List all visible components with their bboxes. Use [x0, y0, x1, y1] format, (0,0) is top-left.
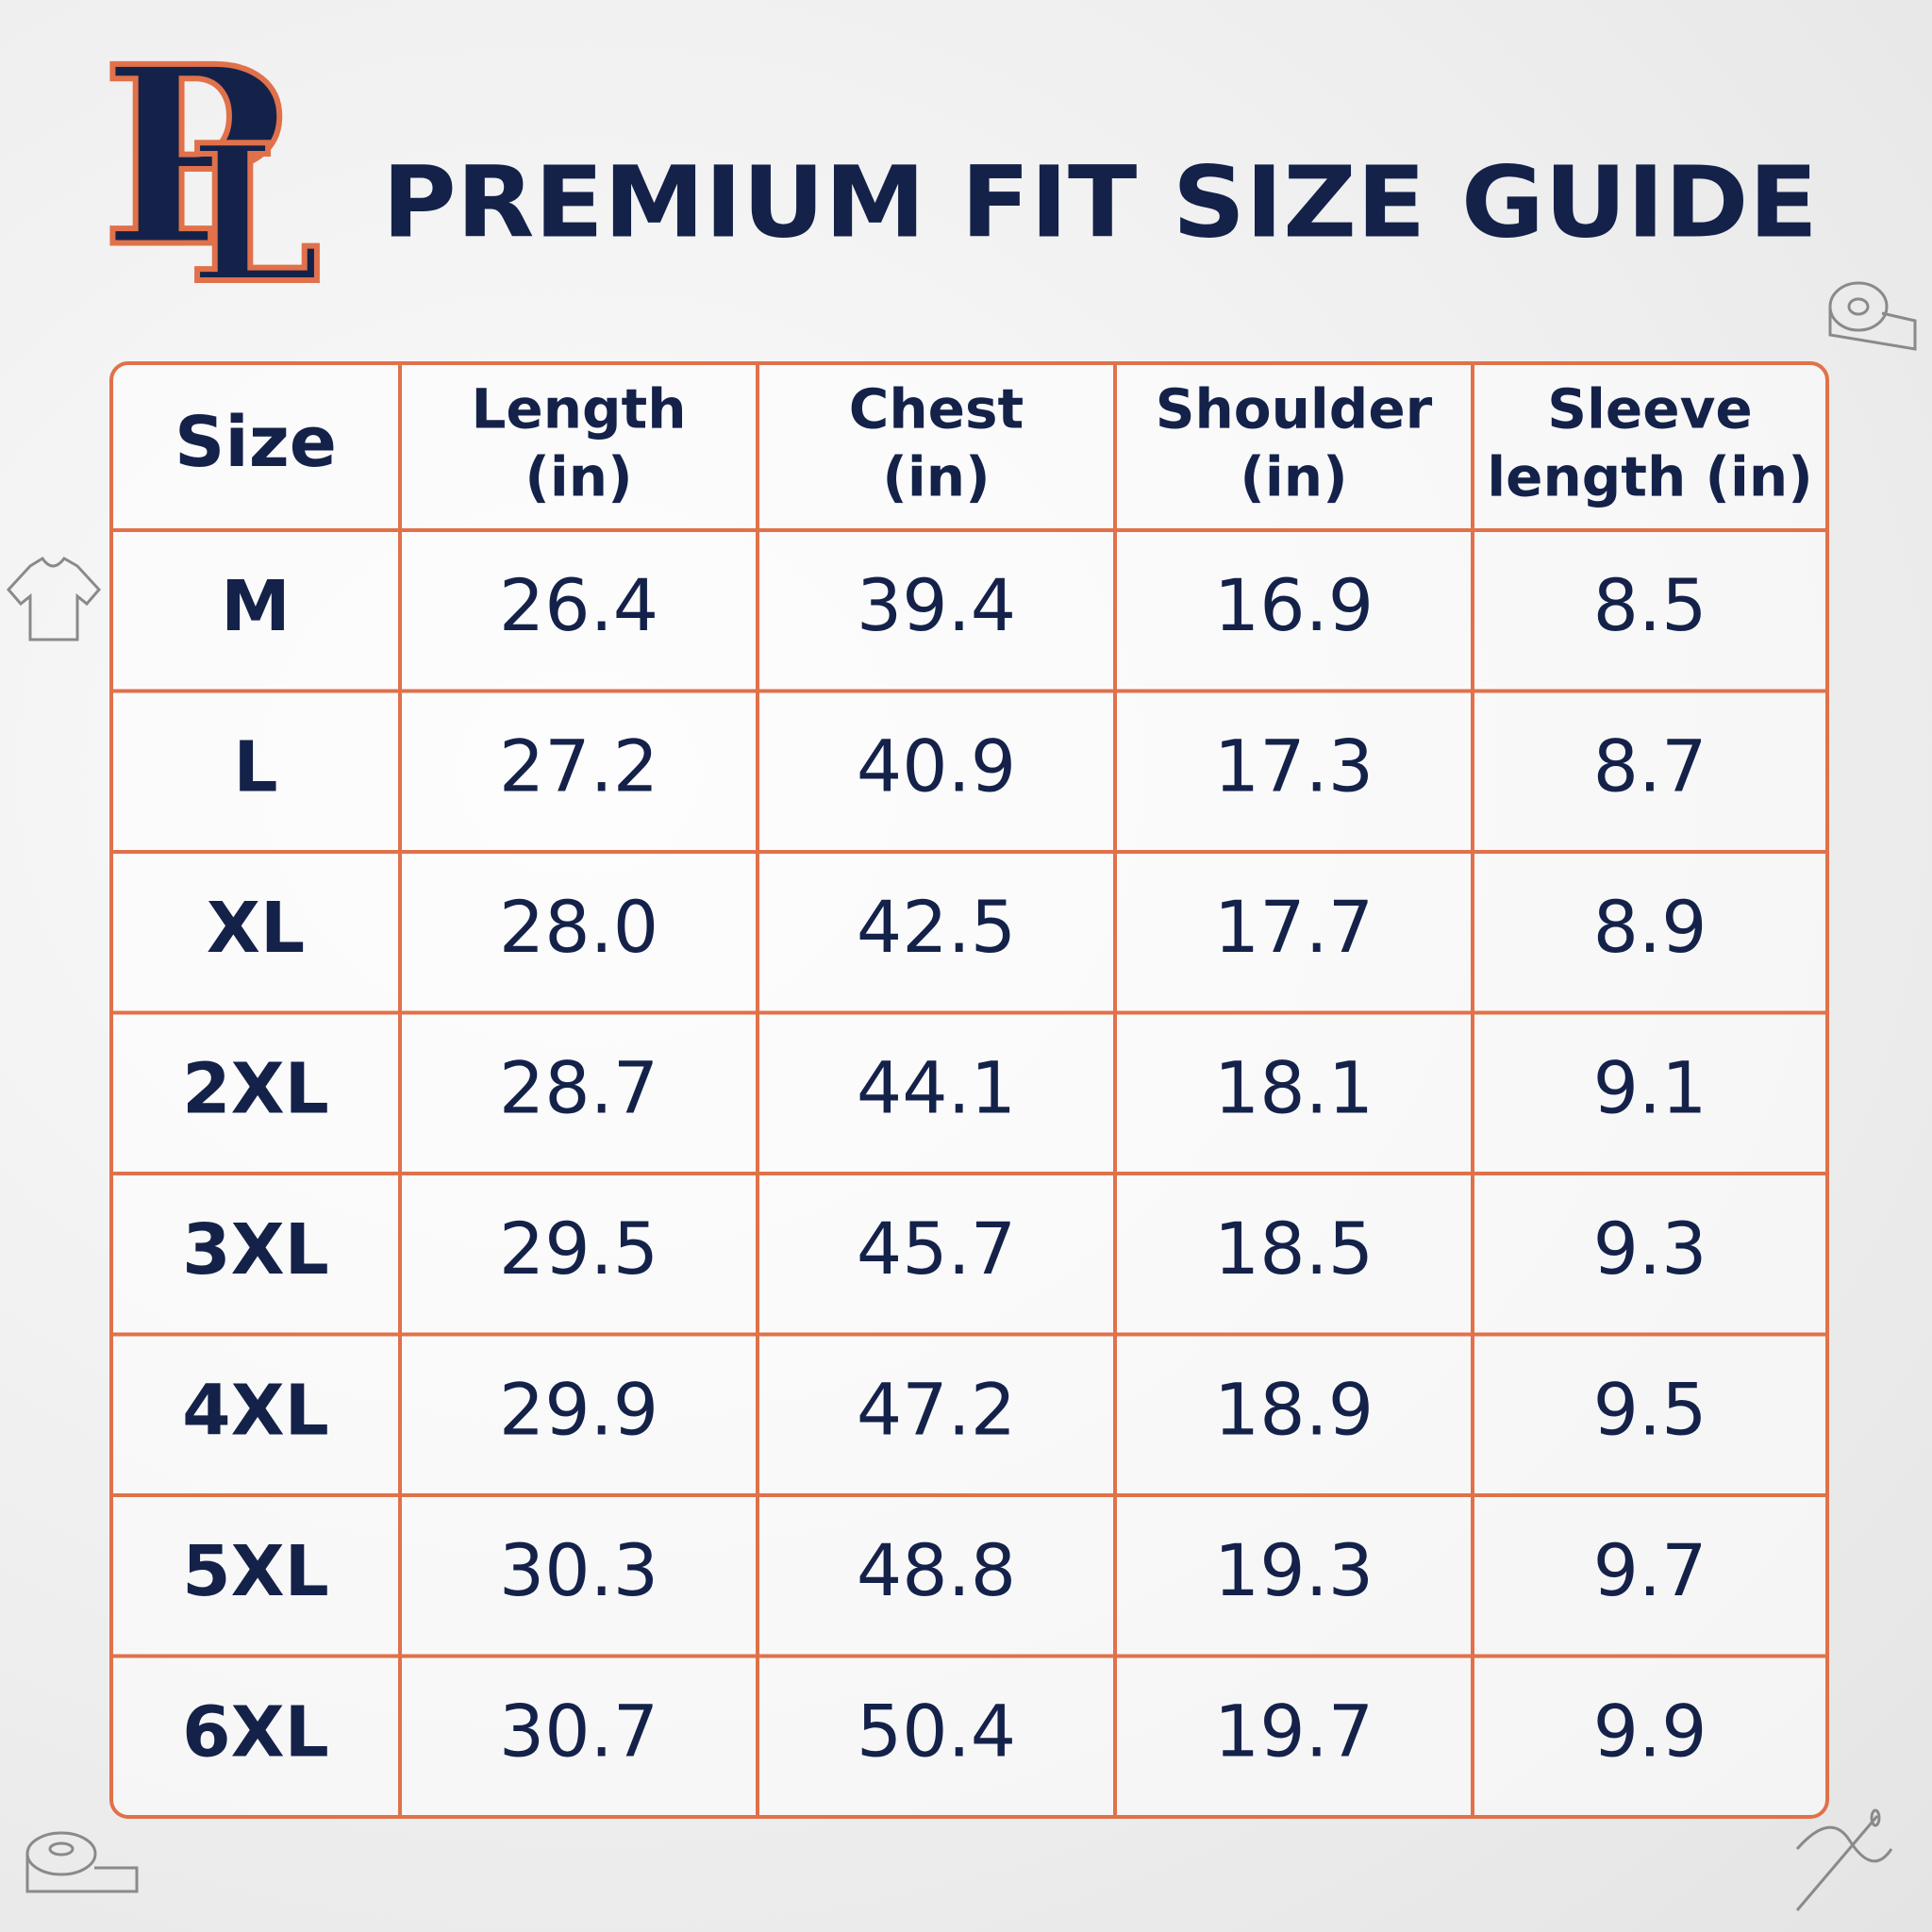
measurement: 44.1: [857, 1046, 1016, 1130]
measurement: 9.3: [1593, 1207, 1707, 1291]
title: PREMIUM FIT SIZE GUIDE: [382, 144, 1818, 259]
measurement: 30.7: [499, 1690, 658, 1774]
column-header: (in): [525, 445, 632, 509]
tshirt-icon: [6, 556, 102, 641]
measurement: 18.9: [1214, 1368, 1374, 1452]
logo-letter: P: [101, 13, 286, 301]
column-header: (in): [1240, 445, 1347, 509]
measurement: 39.4: [857, 563, 1016, 647]
measurement: 29.5: [499, 1207, 658, 1291]
measurement: 18.1: [1214, 1046, 1374, 1130]
measurement: 17.3: [1214, 724, 1374, 808]
measurement: 29.9: [499, 1368, 658, 1452]
size-label: 3XL: [182, 1209, 329, 1291]
size-label: 5XL: [182, 1531, 329, 1612]
logo-letter: L: [189, 104, 322, 325]
size-label: XL: [207, 888, 305, 969]
measurement: 30.3: [499, 1528, 658, 1612]
measurement: 8.5: [1593, 563, 1707, 647]
measurement: 50.4: [857, 1690, 1016, 1774]
measurement: 19.7: [1214, 1690, 1374, 1774]
measurement: 16.9: [1214, 563, 1374, 647]
measurement: 9.9: [1593, 1690, 1707, 1774]
size-label: 4XL: [182, 1370, 329, 1451]
measurement: 42.5: [857, 885, 1016, 969]
measurement: 28.0: [499, 885, 658, 969]
column-header: Sleeve: [1547, 377, 1752, 441]
measurement: 28.7: [499, 1046, 658, 1130]
tape-icon: [25, 1831, 139, 1893]
measurement: 17.7: [1214, 885, 1374, 969]
measurement: 9.5: [1593, 1368, 1707, 1452]
measurement: 47.2: [857, 1368, 1016, 1452]
column-header: Chest: [849, 377, 1024, 441]
measurement: 19.3: [1214, 1528, 1374, 1612]
measurement: 18.5: [1214, 1207, 1374, 1291]
measurement: 9.1: [1593, 1046, 1707, 1130]
column-header: (in): [882, 445, 990, 509]
size-label: 2XL: [182, 1048, 329, 1129]
measurement: 26.4: [499, 563, 658, 647]
size-label: M: [221, 566, 291, 647]
measurement: 8.9: [1593, 885, 1707, 969]
size-label: L: [233, 726, 277, 808]
table-frame: [109, 361, 1829, 1819]
measurement: 9.7: [1593, 1528, 1707, 1612]
measurement: 48.8: [857, 1528, 1016, 1612]
measurement: 8.7: [1593, 724, 1707, 808]
logo: P L: [98, 10, 324, 328]
measurement: 40.9: [857, 724, 1016, 808]
tape-icon: [1828, 281, 1917, 351]
column-header: Size: [175, 402, 337, 483]
measurement: 45.7: [857, 1207, 1016, 1291]
column-header: Shoulder: [1156, 377, 1433, 441]
needle-icon: [1795, 1808, 1893, 1911]
column-header: length (in): [1487, 445, 1812, 509]
column-header: Length: [471, 377, 686, 441]
measurement: 27.2: [499, 724, 658, 808]
size-label: 6XL: [182, 1691, 329, 1773]
